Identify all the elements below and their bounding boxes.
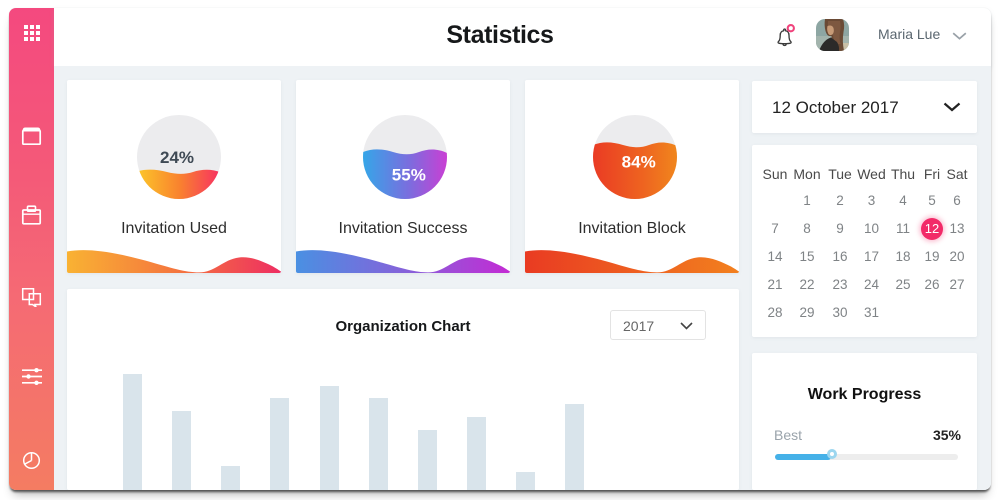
svg-text:24%: 24% xyxy=(160,148,194,167)
svg-text:55%: 55% xyxy=(392,166,426,185)
svg-text:84%: 84% xyxy=(622,153,656,172)
